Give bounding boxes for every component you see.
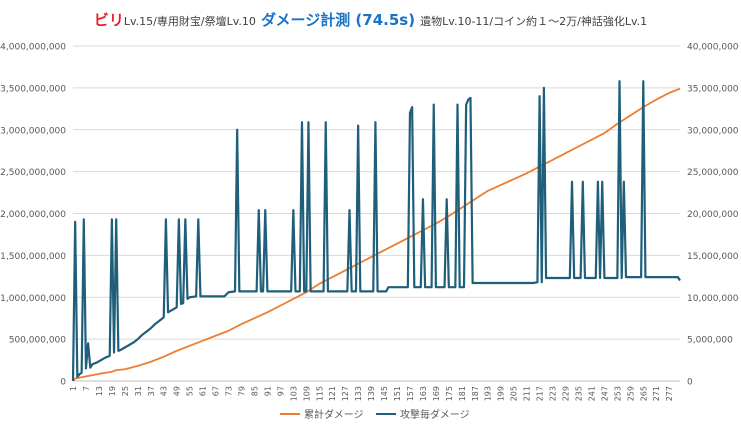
x-axis-tick-label: 103 xyxy=(289,386,298,401)
x-axis-tick-label: 49 xyxy=(173,386,182,396)
series-lines xyxy=(71,80,681,382)
x-axis-tick-label: 193 xyxy=(484,386,493,401)
x-axis-tick-label: 73 xyxy=(225,386,234,396)
x-axis-tick-label: 163 xyxy=(419,386,428,401)
x-axis-tick-label: 241 xyxy=(587,386,596,401)
series-line-cumulative-damage xyxy=(72,87,681,382)
x-axis-tick-label: 187 xyxy=(471,386,480,401)
right-axis-tick-label: 40,000,000 xyxy=(687,43,739,53)
x-axis-tick-label: 109 xyxy=(302,386,311,401)
left-axis-tick-label: 0 xyxy=(60,378,66,388)
x-axis-tick-label: 139 xyxy=(367,386,376,401)
right-axis-tick-label: 30,000,000 xyxy=(687,126,739,136)
legend: 累計ダメージ 攻撃毎ダメージ xyxy=(280,408,470,421)
x-axis-tick-label: 37 xyxy=(147,386,156,396)
x-axis-tick-label: 175 xyxy=(445,386,454,401)
x-axis-tick-label: 229 xyxy=(562,386,571,401)
x-axis-tick-label: 181 xyxy=(458,386,467,401)
right-axis-tick-label: 5,000,000 xyxy=(687,336,733,346)
x-axis-tick-label: 127 xyxy=(341,386,350,401)
right-axis-tick-label: 15,000,000 xyxy=(687,252,739,262)
x-axis-tick-label: 247 xyxy=(600,386,609,401)
x-axis-tick-label: 43 xyxy=(160,386,169,396)
x-axis-tick-label: 235 xyxy=(574,386,583,401)
left-axis-tick-label: 1,500,000,000 xyxy=(0,252,66,262)
x-axis-tick-label: 121 xyxy=(328,386,337,401)
left-axis-tick-label: 2,000,000,000 xyxy=(0,210,66,220)
x-axis-tick-label: 217 xyxy=(536,386,545,401)
x-axis-tick-label: 115 xyxy=(315,386,324,401)
left-axis-tick-label: 3,000,000,000 xyxy=(0,126,66,136)
right-axis-ticks: 0 5,000,000 10,000,000 15,000,000 20,000,000… xyxy=(687,43,739,388)
x-axis-tick-label: 67 xyxy=(212,386,221,396)
series-line-per-attack-damage xyxy=(71,80,681,382)
x-axis-tick-label: 205 xyxy=(510,386,519,401)
x-axis-tick-label: 259 xyxy=(626,386,635,401)
left-axis-tick-label: 2,500,000,000 xyxy=(0,168,66,178)
x-axis-tick-label: 211 xyxy=(523,386,532,401)
x-axis-tick-label: 79 xyxy=(237,386,246,396)
x-axis-tick-label: 253 xyxy=(613,386,622,401)
title-equipment-detail: 遺物Lv.10-11/コイン約１～2万/神話強化Lv.1 xyxy=(420,15,648,28)
x-axis-tick-label: 61 xyxy=(199,386,208,396)
x-axis-tick-label: 97 xyxy=(276,386,285,396)
x-axis-tick-label: 145 xyxy=(380,386,389,401)
right-axis-tick-label: 0 xyxy=(687,378,693,388)
title-character-detail: Lv.15/専用財宝/祭壇Lv.10 xyxy=(123,15,256,28)
title-character-name: ビリ xyxy=(93,11,124,29)
x-axis-tick-label: 13 xyxy=(95,386,104,396)
x-axis-ticks: 1 7 13 19 25 31 37 43 49 55 61 67 73 79 85 91 97 103 109 11… xyxy=(69,386,674,401)
x-axis-tick-label: 85 xyxy=(250,386,259,396)
chart-title: ビリLv.15/専用財宝/祭壇Lv.10 ダメージ計測 (74.5s) 遺物Lv… xyxy=(0,9,741,30)
right-axis-tick-label: 35,000,000 xyxy=(687,84,739,94)
right-axis-tick-label: 10,000,000 xyxy=(687,294,739,304)
left-axis-tick-label: 4,000,000,000 xyxy=(0,43,66,53)
x-axis-tick-label: 169 xyxy=(432,386,441,401)
x-axis-tick-label: 151 xyxy=(393,386,402,401)
x-axis-tick-label: 1 xyxy=(69,386,78,391)
x-axis-tick-label: 19 xyxy=(108,386,117,396)
legend-label-per-attack: 攻撃毎ダメージ xyxy=(400,408,470,421)
x-axis-tick-label: 7 xyxy=(82,386,91,391)
x-axis-tick-label: 133 xyxy=(354,386,363,401)
title-measurement: ダメージ計測 (74.5s) xyxy=(260,11,416,29)
left-axis-tick-label: 3,500,000,000 xyxy=(0,84,66,94)
x-axis-tick-label: 91 xyxy=(263,386,272,396)
x-axis-tick-label: 271 xyxy=(652,386,661,401)
right-axis-tick-label: 25,000,000 xyxy=(687,168,739,178)
x-axis-tick-label: 199 xyxy=(497,386,506,401)
left-axis-tick-label: 1,000,000,000 xyxy=(0,294,66,304)
left-axis-ticks: 0 500,000,000 1,000,000,000 1,500,000,000 2,… xyxy=(0,43,66,388)
x-axis-tick-label: 31 xyxy=(134,386,143,396)
right-axis-tick-label: 20,000,000 xyxy=(687,210,739,220)
x-axis-tick-label: 265 xyxy=(639,386,648,401)
x-axis-tick-label: 55 xyxy=(186,386,195,396)
left-axis-tick-label: 500,000,000 xyxy=(9,336,67,346)
x-axis-tick-label: 25 xyxy=(121,386,130,396)
x-axis-tick-label: 157 xyxy=(406,386,415,401)
legend-label-cumulative: 累計ダメージ xyxy=(304,408,364,421)
x-axis-tick-label: 277 xyxy=(665,386,674,401)
x-axis-tick-label: 223 xyxy=(549,386,558,401)
